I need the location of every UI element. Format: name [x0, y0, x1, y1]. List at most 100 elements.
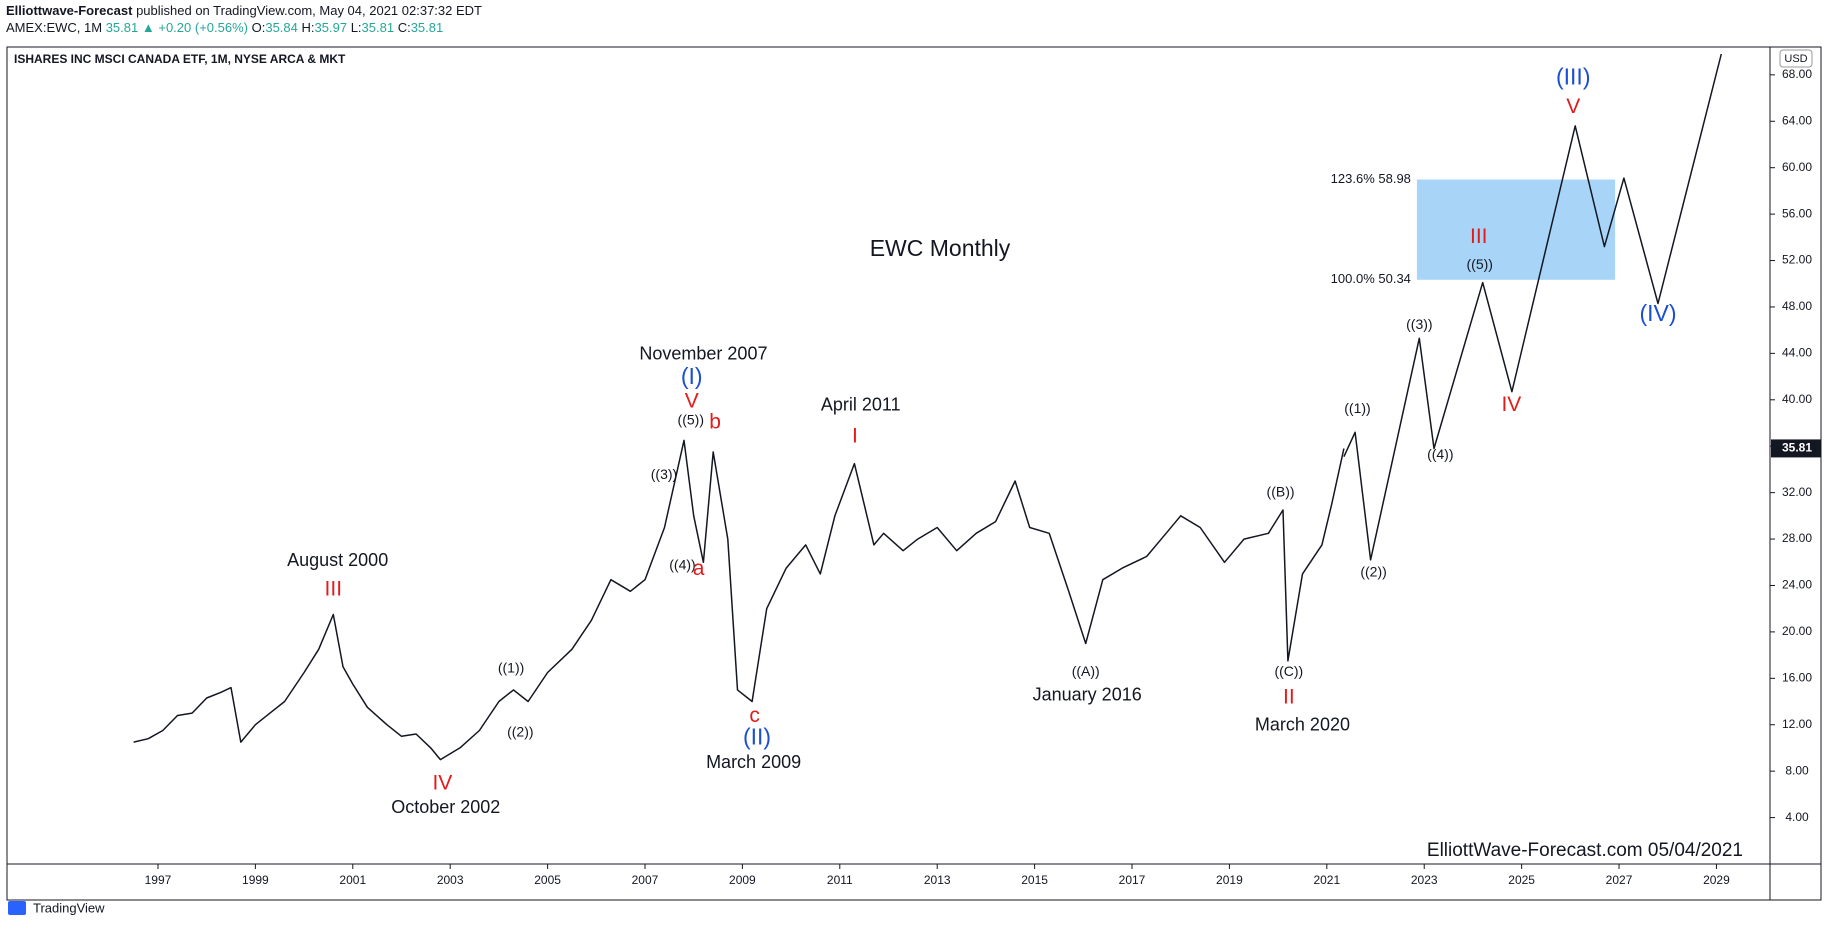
price: 35.81: [106, 20, 139, 35]
tradingview-logo: TradingView: [8, 900, 105, 915]
wave-label: ((A)): [1072, 663, 1100, 679]
wave-label: ((5)): [678, 411, 704, 427]
wave-label: April 2011: [821, 394, 901, 414]
y-tick-label: 60.00: [1782, 160, 1812, 174]
wave-label: ((4)): [669, 556, 695, 572]
y-tick-label: 24.00: [1782, 578, 1812, 592]
wave-label: January 2016: [1033, 684, 1142, 704]
logo-icon: [8, 901, 26, 915]
wave-label: ((2)): [507, 724, 533, 740]
y-tick-label: 12.00: [1782, 717, 1812, 731]
wave-label: III: [325, 578, 343, 601]
x-tick-label: 1997: [145, 873, 172, 887]
wave-label: November 2007: [639, 343, 767, 363]
x-tick-label: 2017: [1119, 873, 1146, 887]
y-tick-label: 52.00: [1782, 253, 1812, 267]
y-tick-label: 48.00: [1782, 299, 1812, 313]
wave-label: October 2002: [391, 797, 500, 817]
y-tick-label: 44.00: [1782, 346, 1812, 360]
wave-label: I: [852, 424, 858, 447]
y-tick-label: 64.00: [1782, 113, 1812, 127]
wave-label: (IV): [1639, 300, 1676, 326]
y-tick-label: 56.00: [1782, 206, 1812, 220]
wave-label: (I): [681, 363, 703, 389]
x-tick-label: 2025: [1508, 873, 1535, 887]
ohlc-value: 35.81: [411, 20, 444, 35]
wave-label: ((3)): [651, 466, 677, 482]
last-price-label: 35.81: [1782, 441, 1812, 455]
fib-label: 123.6% 58.98: [1331, 171, 1411, 186]
x-tick-label: 1999: [242, 873, 269, 887]
chart-frame: [6, 46, 1822, 901]
x-tick-label: 2027: [1606, 873, 1633, 887]
wave-label: (III): [1556, 63, 1591, 89]
y-tick-label: 28.00: [1782, 531, 1812, 545]
x-tick-label: 2021: [1313, 873, 1340, 887]
ohlc-value: 35.97: [315, 20, 348, 35]
chart-title: EWC Monthly: [870, 235, 1011, 261]
x-tick-label: 2007: [632, 873, 659, 887]
wave-label: III: [1470, 225, 1488, 248]
y-tick-label: 4.00: [1785, 810, 1809, 824]
ohlc-value: 35.81: [362, 20, 395, 35]
x-tick-label: 2019: [1216, 873, 1243, 887]
author: Elliottwave-Forecast: [6, 3, 133, 18]
wave-label: a: [693, 557, 705, 580]
currency: USD: [1784, 53, 1807, 65]
ohlc-value: 35.84: [265, 20, 298, 35]
ohlc-key: L:: [351, 20, 362, 35]
x-tick-label: 2015: [1021, 873, 1048, 887]
quote-line: AMEX:EWC, 1M 35.81 ▲ +0.20 (+0.56%) O:35…: [6, 20, 443, 35]
symbol: AMEX:EWC, 1M: [6, 20, 102, 35]
x-tick-label: 2001: [339, 873, 366, 887]
wave-label: ((B)): [1267, 483, 1295, 499]
wave-label: IV: [432, 771, 452, 794]
wave-label: IV: [1501, 393, 1521, 416]
last-price-box: [1771, 439, 1821, 458]
wave-label: March 2020: [1255, 715, 1350, 735]
wave-label: ((C)): [1274, 663, 1303, 679]
x-tick-label: 2005: [534, 873, 561, 887]
wave-label: c: [749, 704, 760, 727]
wave-label: II: [1283, 686, 1295, 709]
wave-label: (II): [743, 724, 771, 750]
wave-label: ((4)): [1427, 446, 1453, 462]
y-tick-label: 8.00: [1785, 763, 1809, 777]
wave-label: V: [685, 390, 699, 413]
logo-text: TradingView: [33, 900, 105, 915]
x-tick-label: 2013: [924, 873, 951, 887]
wave-label: b: [709, 411, 721, 434]
wave-label: ((1)): [498, 660, 524, 676]
instrument: ISHARES INC MSCI CANADA ETF, 1M, NYSE AR…: [14, 52, 346, 66]
price-line: [1343, 53, 1723, 561]
change: ▲ +0.20 (+0.56%): [142, 20, 248, 35]
x-tick-label: 2009: [729, 873, 756, 887]
ohlc-key: H:: [302, 20, 315, 35]
wave-label: March 2009: [706, 752, 801, 772]
y-tick-label: 16.00: [1782, 670, 1812, 684]
wave-label: ((1)): [1344, 400, 1370, 416]
wave-label: ((3)): [1406, 316, 1432, 332]
y-tick-label: 40.00: [1782, 392, 1812, 406]
x-tick-label: 2023: [1411, 873, 1438, 887]
currency-box: [1779, 49, 1813, 68]
ohlc-key: O:: [252, 20, 266, 35]
published: published on TradingView.com, May 04, 20…: [136, 3, 482, 18]
y-tick-label: 32.00: [1782, 485, 1812, 499]
x-tick-label: 2003: [437, 873, 464, 887]
wave-label: ((5)): [1467, 256, 1493, 272]
wave-label: ((2)): [1360, 563, 1386, 579]
wave-label: V: [1566, 95, 1580, 118]
watermark: ElliottWave-Forecast.com 05/04/2021: [1427, 840, 1743, 861]
fib-zone: [1416, 179, 1616, 280]
y-tick-label: 68.00: [1782, 67, 1812, 81]
price-line: [133, 439, 1345, 761]
x-tick-label: 2011: [827, 873, 853, 887]
x-tick-label: 2029: [1703, 873, 1730, 887]
ohlc-key: C:: [398, 20, 411, 35]
wave-label: August 2000: [287, 550, 388, 570]
y-tick-label: 20.00: [1782, 624, 1812, 638]
